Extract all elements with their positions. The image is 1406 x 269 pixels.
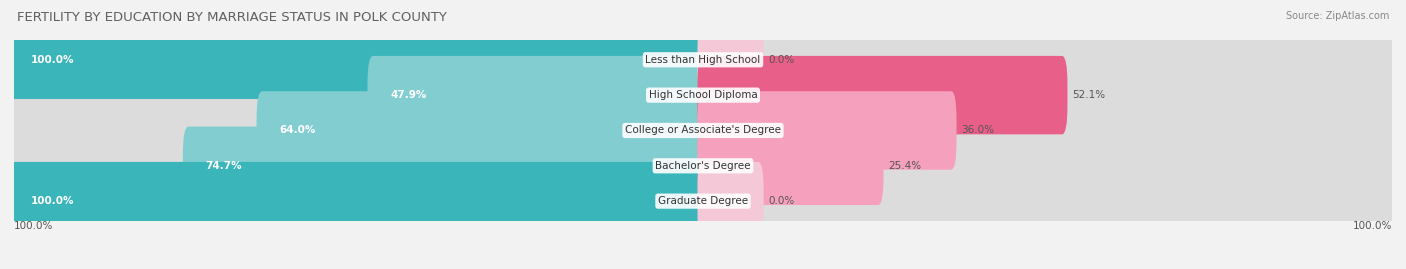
Text: 100.0%: 100.0% [14, 221, 53, 231]
FancyBboxPatch shape [697, 56, 1067, 134]
FancyBboxPatch shape [6, 77, 1400, 184]
Text: Less than High School: Less than High School [645, 55, 761, 65]
Text: High School Diploma: High School Diploma [648, 90, 758, 100]
Text: 0.0%: 0.0% [769, 55, 794, 65]
FancyBboxPatch shape [8, 20, 709, 99]
FancyBboxPatch shape [697, 91, 956, 170]
FancyBboxPatch shape [697, 127, 883, 205]
FancyBboxPatch shape [8, 162, 709, 240]
FancyBboxPatch shape [697, 20, 763, 99]
Text: 47.9%: 47.9% [391, 90, 426, 100]
Text: 100.0%: 100.0% [31, 196, 75, 206]
Legend: Married, Unmarried: Married, Unmarried [623, 264, 783, 269]
FancyBboxPatch shape [6, 112, 1400, 219]
Text: 36.0%: 36.0% [962, 125, 994, 136]
Text: Source: ZipAtlas.com: Source: ZipAtlas.com [1285, 11, 1389, 21]
FancyBboxPatch shape [6, 6, 1400, 113]
Text: 74.7%: 74.7% [205, 161, 242, 171]
Text: 25.4%: 25.4% [889, 161, 921, 171]
Text: 100.0%: 100.0% [31, 55, 75, 65]
Text: 64.0%: 64.0% [280, 125, 316, 136]
Text: College or Associate's Degree: College or Associate's Degree [626, 125, 780, 136]
Text: Bachelor's Degree: Bachelor's Degree [655, 161, 751, 171]
FancyBboxPatch shape [367, 56, 709, 134]
Text: 0.0%: 0.0% [769, 196, 794, 206]
FancyBboxPatch shape [6, 148, 1400, 254]
Text: Graduate Degree: Graduate Degree [658, 196, 748, 206]
FancyBboxPatch shape [6, 42, 1400, 148]
FancyBboxPatch shape [697, 162, 763, 240]
Text: 100.0%: 100.0% [1353, 221, 1392, 231]
Text: 52.1%: 52.1% [1073, 90, 1105, 100]
FancyBboxPatch shape [256, 91, 709, 170]
Text: FERTILITY BY EDUCATION BY MARRIAGE STATUS IN POLK COUNTY: FERTILITY BY EDUCATION BY MARRIAGE STATU… [17, 11, 447, 24]
FancyBboxPatch shape [183, 127, 709, 205]
